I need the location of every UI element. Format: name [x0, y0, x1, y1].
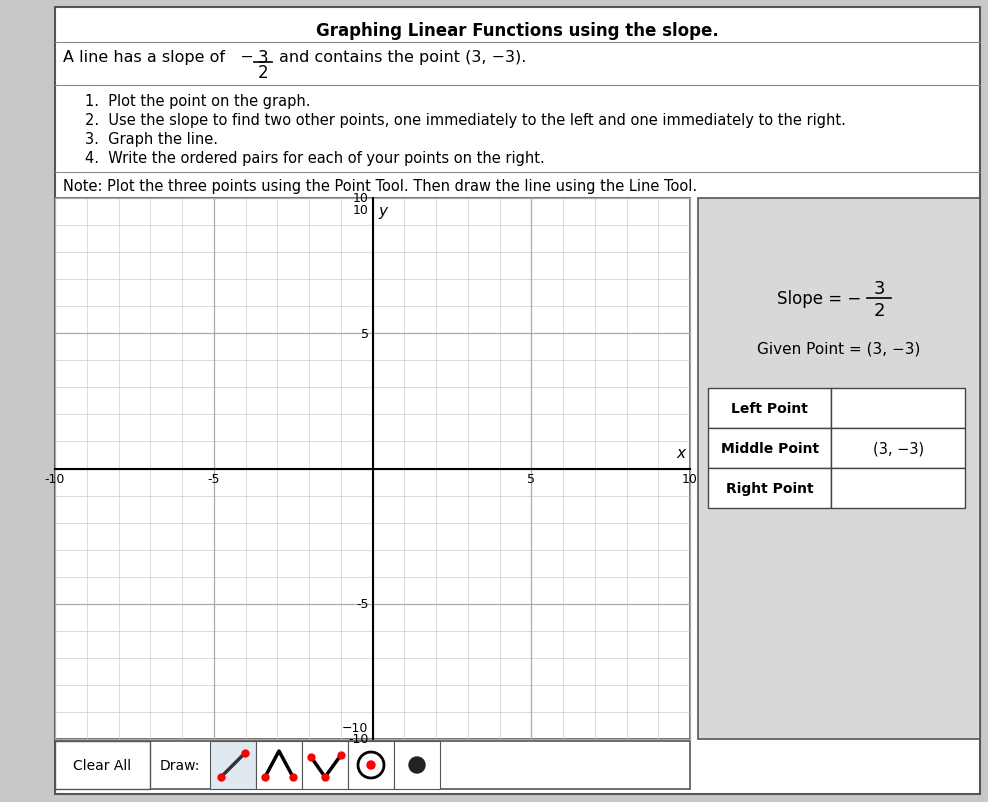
Text: Slope = −: Slope = −: [777, 290, 862, 308]
Bar: [708, 468, 831, 508]
Text: 10: 10: [682, 473, 698, 486]
Text: Left Point: Left Point: [731, 402, 808, 415]
Bar: [831, 468, 965, 508]
Text: 3: 3: [258, 49, 269, 67]
Circle shape: [409, 757, 425, 773]
Text: Middle Point: Middle Point: [720, 441, 819, 456]
Text: y: y: [378, 204, 387, 219]
Bar: [831, 428, 965, 468]
Text: Given Point = (3, −3): Given Point = (3, −3): [758, 341, 921, 356]
Text: 2: 2: [873, 302, 884, 320]
Bar: [394, 741, 440, 789]
Text: Draw:: Draw:: [160, 758, 201, 772]
Bar: [708, 428, 831, 468]
Bar: [708, 388, 831, 428]
Bar: [831, 388, 965, 428]
Text: -5: -5: [356, 597, 369, 610]
Text: −10: −10: [342, 721, 369, 734]
Text: 5: 5: [528, 473, 535, 486]
Text: Graphing Linear Functions using the slope.: Graphing Linear Functions using the slop…: [316, 22, 719, 40]
Text: 3: 3: [873, 280, 884, 298]
Text: x: x: [676, 446, 685, 461]
Text: 2: 2: [258, 64, 269, 82]
Text: Note: Plot the three points using the Point Tool. Then draw the line using the L: Note: Plot the three points using the Po…: [63, 179, 698, 194]
Bar: [210, 741, 256, 789]
Text: 5: 5: [361, 327, 369, 340]
Text: 3.  Graph the line.: 3. Graph the line.: [85, 132, 218, 147]
Bar: [348, 741, 394, 789]
Text: 4.  Write the ordered pairs for each of your points on the right.: 4. Write the ordered pairs for each of y…: [85, 151, 544, 166]
Bar: [302, 741, 348, 789]
Text: Right Point: Right Point: [726, 481, 813, 496]
Circle shape: [367, 761, 375, 769]
Bar: [55, 741, 690, 789]
Text: 2.  Use the slope to find two other points, one immediately to the left and one : 2. Use the slope to find two other point…: [85, 113, 846, 128]
Text: Clear All: Clear All: [73, 758, 131, 772]
Text: -5: -5: [207, 473, 220, 486]
Text: (3, −3): (3, −3): [872, 441, 924, 456]
Bar: [256, 741, 302, 789]
Bar: [55, 741, 150, 789]
Text: 1.  Plot the point on the graph.: 1. Plot the point on the graph.: [85, 94, 310, 109]
Bar: [698, 199, 980, 739]
Text: and contains the point (3, −3).: and contains the point (3, −3).: [279, 50, 527, 65]
Bar: [55, 199, 690, 739]
Text: A line has a slope of   −: A line has a slope of −: [63, 50, 254, 65]
Text: -10: -10: [44, 473, 65, 486]
Text: 10: 10: [353, 192, 369, 205]
Text: 10: 10: [353, 204, 369, 217]
Text: -10: -10: [348, 732, 369, 746]
